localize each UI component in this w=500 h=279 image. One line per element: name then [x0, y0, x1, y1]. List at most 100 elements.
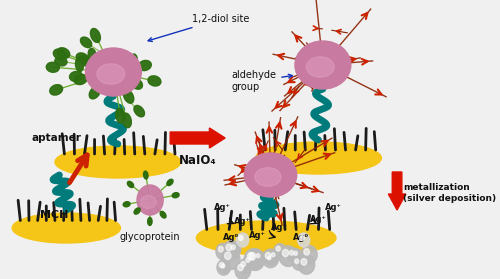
Circle shape	[235, 261, 251, 279]
Ellipse shape	[100, 68, 111, 78]
Circle shape	[270, 251, 280, 262]
Circle shape	[137, 185, 163, 215]
Circle shape	[298, 255, 314, 274]
Ellipse shape	[76, 53, 89, 64]
Ellipse shape	[130, 78, 142, 89]
Ellipse shape	[80, 37, 92, 48]
Text: NaIO₄: NaIO₄	[178, 154, 216, 167]
Text: Ag⁺: Ag⁺	[214, 203, 231, 213]
Ellipse shape	[54, 49, 66, 59]
Circle shape	[216, 244, 230, 259]
Text: aptamer: aptamer	[32, 133, 82, 143]
Ellipse shape	[148, 76, 161, 86]
Circle shape	[288, 248, 300, 262]
Text: glycoprotein: glycoprotein	[120, 232, 180, 242]
Circle shape	[238, 264, 244, 271]
Ellipse shape	[90, 28, 101, 42]
Circle shape	[254, 252, 265, 263]
Ellipse shape	[255, 168, 281, 186]
Circle shape	[231, 245, 235, 250]
Circle shape	[290, 250, 294, 255]
Circle shape	[229, 242, 241, 256]
Circle shape	[238, 259, 252, 274]
Circle shape	[268, 256, 271, 260]
Ellipse shape	[167, 179, 173, 186]
Ellipse shape	[160, 211, 166, 218]
Text: Ag⁺: Ag⁺	[271, 223, 287, 232]
Circle shape	[265, 252, 271, 259]
Circle shape	[236, 233, 248, 247]
Ellipse shape	[74, 74, 87, 85]
Circle shape	[266, 254, 275, 265]
Ellipse shape	[116, 108, 124, 123]
Ellipse shape	[196, 221, 336, 255]
Text: 1,2-diol site: 1,2-diol site	[148, 14, 250, 42]
Ellipse shape	[124, 90, 134, 103]
Ellipse shape	[134, 208, 140, 214]
Ellipse shape	[50, 85, 62, 95]
Ellipse shape	[76, 58, 84, 72]
Circle shape	[246, 249, 264, 270]
Ellipse shape	[127, 70, 135, 84]
Text: Ag⁺: Ag⁺	[325, 203, 342, 213]
Text: Ag⁰: Ag⁰	[223, 234, 240, 242]
Text: metallization
(silver deposition): metallization (silver deposition)	[403, 183, 496, 203]
Circle shape	[244, 256, 255, 268]
Ellipse shape	[55, 146, 180, 178]
FancyArrow shape	[388, 172, 406, 210]
Ellipse shape	[306, 57, 334, 77]
Ellipse shape	[12, 213, 120, 243]
Circle shape	[222, 248, 240, 270]
Circle shape	[301, 245, 317, 264]
Circle shape	[274, 244, 286, 258]
Ellipse shape	[89, 86, 101, 99]
Circle shape	[249, 252, 256, 260]
Circle shape	[220, 263, 224, 268]
Circle shape	[217, 260, 230, 275]
Ellipse shape	[256, 142, 382, 174]
Ellipse shape	[57, 48, 70, 58]
Circle shape	[294, 259, 299, 264]
Circle shape	[226, 244, 232, 251]
Circle shape	[262, 249, 278, 268]
Circle shape	[276, 246, 280, 251]
Ellipse shape	[79, 55, 92, 66]
Circle shape	[300, 235, 304, 240]
Circle shape	[279, 246, 297, 266]
Ellipse shape	[129, 54, 138, 68]
Text: Ag⁺: Ag⁺	[310, 215, 327, 225]
Circle shape	[246, 258, 250, 262]
Ellipse shape	[128, 181, 134, 187]
Ellipse shape	[134, 105, 144, 117]
Ellipse shape	[148, 217, 152, 225]
Circle shape	[222, 264, 225, 268]
Circle shape	[304, 249, 310, 255]
Circle shape	[248, 252, 254, 260]
Circle shape	[220, 262, 230, 273]
Ellipse shape	[86, 48, 141, 96]
Circle shape	[272, 253, 275, 257]
Circle shape	[244, 249, 262, 270]
Ellipse shape	[70, 71, 82, 81]
Ellipse shape	[144, 171, 148, 179]
Circle shape	[256, 254, 260, 258]
Circle shape	[294, 251, 298, 255]
Circle shape	[238, 235, 243, 240]
Ellipse shape	[122, 113, 132, 128]
Circle shape	[218, 246, 224, 252]
Ellipse shape	[46, 62, 60, 72]
Circle shape	[223, 240, 240, 260]
Ellipse shape	[244, 153, 296, 197]
Text: MCH: MCH	[40, 210, 68, 220]
Ellipse shape	[90, 71, 102, 81]
Ellipse shape	[140, 196, 156, 208]
Text: aldehyde
group: aldehyde group	[232, 70, 292, 92]
Ellipse shape	[295, 41, 351, 89]
Text: Ag⁰: Ag⁰	[293, 234, 309, 242]
Circle shape	[292, 249, 302, 261]
Circle shape	[301, 259, 307, 265]
Ellipse shape	[172, 193, 179, 198]
Circle shape	[292, 256, 304, 270]
Circle shape	[241, 261, 246, 267]
Ellipse shape	[123, 202, 130, 207]
